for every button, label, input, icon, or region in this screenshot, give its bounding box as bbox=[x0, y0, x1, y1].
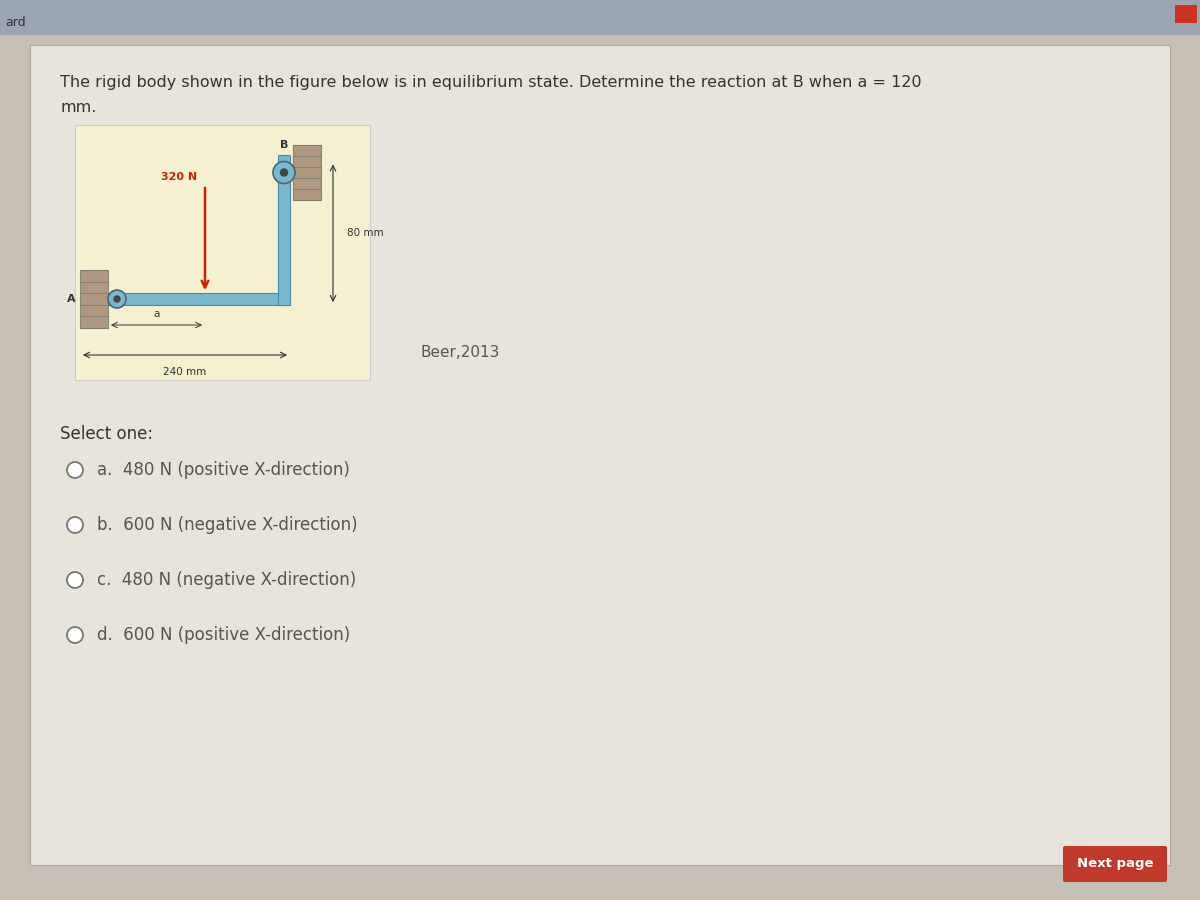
Circle shape bbox=[281, 169, 288, 176]
Text: A: A bbox=[67, 294, 76, 304]
Text: 240 mm: 240 mm bbox=[163, 367, 206, 377]
Bar bbox=[278, 155, 290, 305]
Text: 320 N: 320 N bbox=[161, 172, 197, 182]
Bar bbox=[108, 293, 290, 305]
Text: B: B bbox=[280, 140, 288, 150]
Circle shape bbox=[274, 161, 295, 184]
Text: a.  480 N (positive X-direction): a. 480 N (positive X-direction) bbox=[97, 461, 350, 479]
Circle shape bbox=[67, 462, 83, 478]
Bar bbox=[1175, 5, 1198, 23]
Bar bbox=[0, 0, 1200, 35]
Circle shape bbox=[67, 572, 83, 588]
Text: 80 mm: 80 mm bbox=[347, 229, 384, 238]
Text: d.  600 N (positive X-direction): d. 600 N (positive X-direction) bbox=[97, 626, 350, 644]
Circle shape bbox=[108, 290, 126, 308]
Text: a: a bbox=[154, 309, 160, 319]
Text: b.  600 N (negative X-direction): b. 600 N (negative X-direction) bbox=[97, 516, 358, 534]
FancyBboxPatch shape bbox=[1063, 846, 1166, 882]
Text: Next page: Next page bbox=[1076, 858, 1153, 870]
Circle shape bbox=[114, 296, 120, 302]
Text: Select one:: Select one: bbox=[60, 425, 154, 443]
Text: mm.: mm. bbox=[60, 100, 96, 115]
Circle shape bbox=[67, 627, 83, 643]
Text: c.  480 N (negative X-direction): c. 480 N (negative X-direction) bbox=[97, 571, 356, 589]
Bar bbox=[80, 270, 108, 328]
Text: ard: ard bbox=[5, 15, 25, 29]
Text: Beer,2013: Beer,2013 bbox=[420, 345, 499, 360]
Text: The rigid body shown in the figure below is in equilibrium state. Determine the : The rigid body shown in the figure below… bbox=[60, 75, 922, 90]
Bar bbox=[74, 125, 370, 380]
Circle shape bbox=[67, 517, 83, 533]
Bar bbox=[293, 145, 322, 200]
